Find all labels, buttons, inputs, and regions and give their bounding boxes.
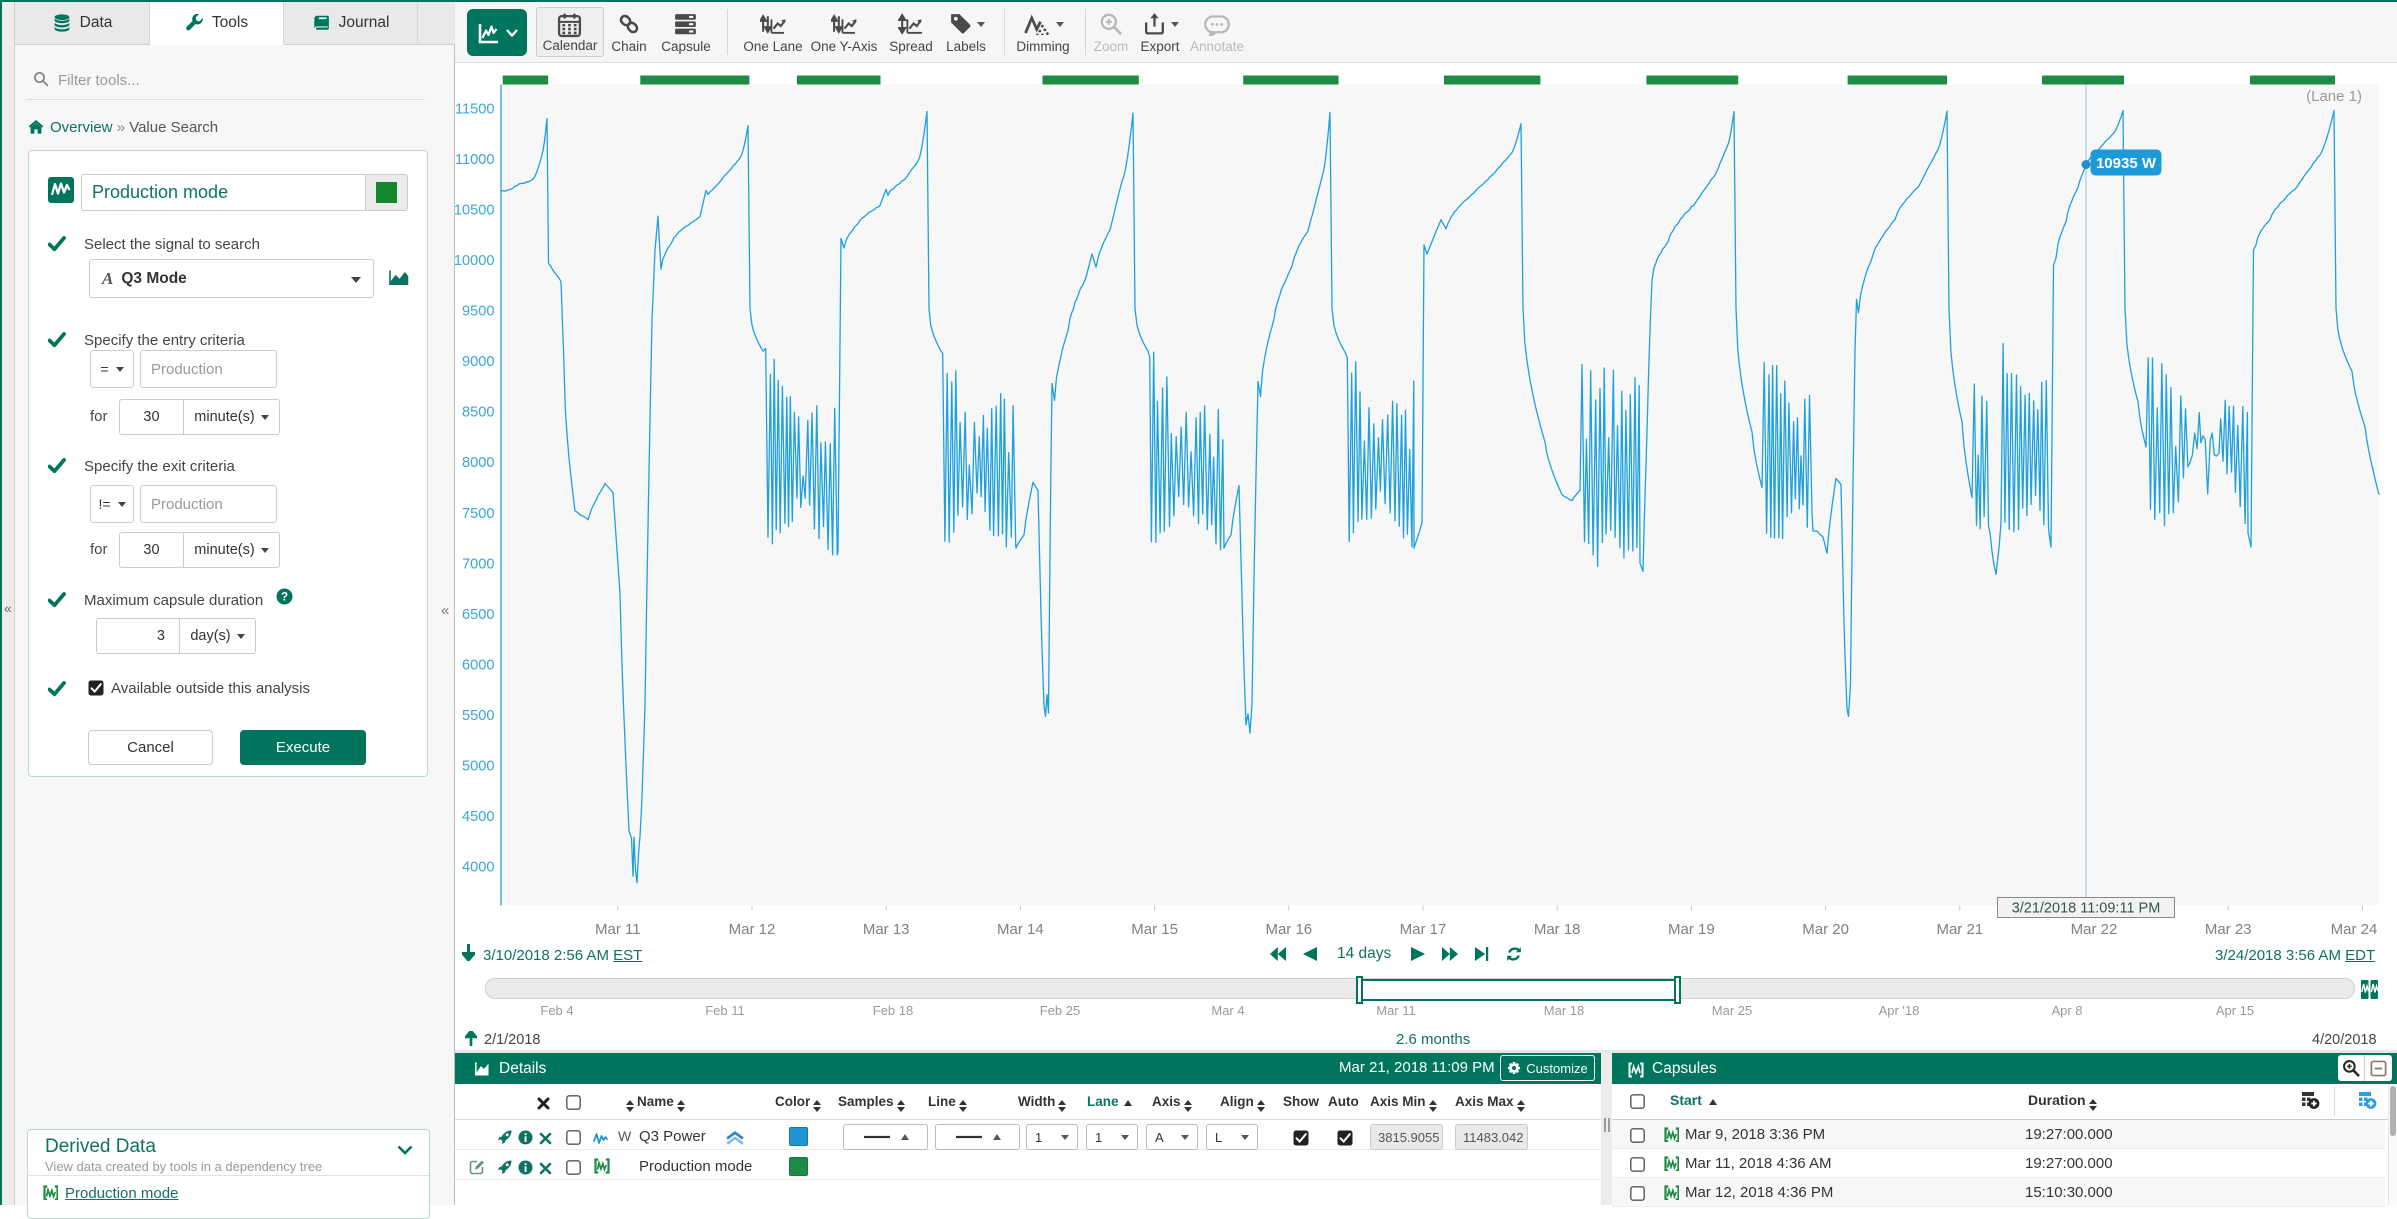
svg-text:6500: 6500 [462, 607, 494, 623]
svg-text:(Lane 1): (Lane 1) [2306, 88, 2362, 105]
svg-text:7500: 7500 [462, 506, 494, 522]
svg-text:Mar 16: Mar 16 [1265, 921, 1312, 938]
svg-text:10000: 10000 [455, 253, 495, 269]
svg-text:Mar 14: Mar 14 [997, 921, 1044, 938]
svg-text:Mar 11: Mar 11 [595, 921, 641, 938]
svg-text:Mar 24: Mar 24 [2331, 921, 2378, 938]
svg-text:Mar 21: Mar 21 [1936, 921, 1983, 938]
svg-text:4500: 4500 [462, 809, 494, 825]
svg-text:Mar 13: Mar 13 [863, 921, 910, 938]
svg-text:3/21/2018 11:09:11 PM: 3/21/2018 11:09:11 PM [2012, 901, 2161, 917]
svg-text:4000: 4000 [462, 860, 494, 876]
svg-text:Mar 18: Mar 18 [1534, 921, 1581, 938]
svg-text:8500: 8500 [462, 405, 494, 421]
svg-text:10935 W: 10935 W [2096, 155, 2157, 172]
svg-text:10500: 10500 [455, 203, 495, 219]
svg-text:Mar 19: Mar 19 [1668, 921, 1715, 938]
svg-text:11000: 11000 [455, 152, 495, 168]
svg-text:5500: 5500 [462, 708, 494, 724]
svg-text:11500: 11500 [455, 102, 495, 118]
svg-text:Mar 20: Mar 20 [1802, 921, 1849, 938]
svg-text:Mar 12: Mar 12 [729, 921, 776, 938]
svg-text:?: ? [281, 592, 288, 604]
svg-text:7000: 7000 [462, 556, 494, 572]
svg-text:9500: 9500 [462, 304, 494, 320]
svg-text:9000: 9000 [462, 354, 494, 370]
svg-text:Mar 15: Mar 15 [1131, 921, 1178, 938]
svg-text:Mar 23: Mar 23 [2205, 921, 2252, 938]
svg-text:5000: 5000 [462, 758, 494, 774]
svg-text:6000: 6000 [462, 657, 494, 673]
svg-text:8000: 8000 [462, 455, 494, 471]
svg-text:Mar 17: Mar 17 [1400, 921, 1447, 938]
svg-text:Mar 22: Mar 22 [2071, 921, 2118, 938]
